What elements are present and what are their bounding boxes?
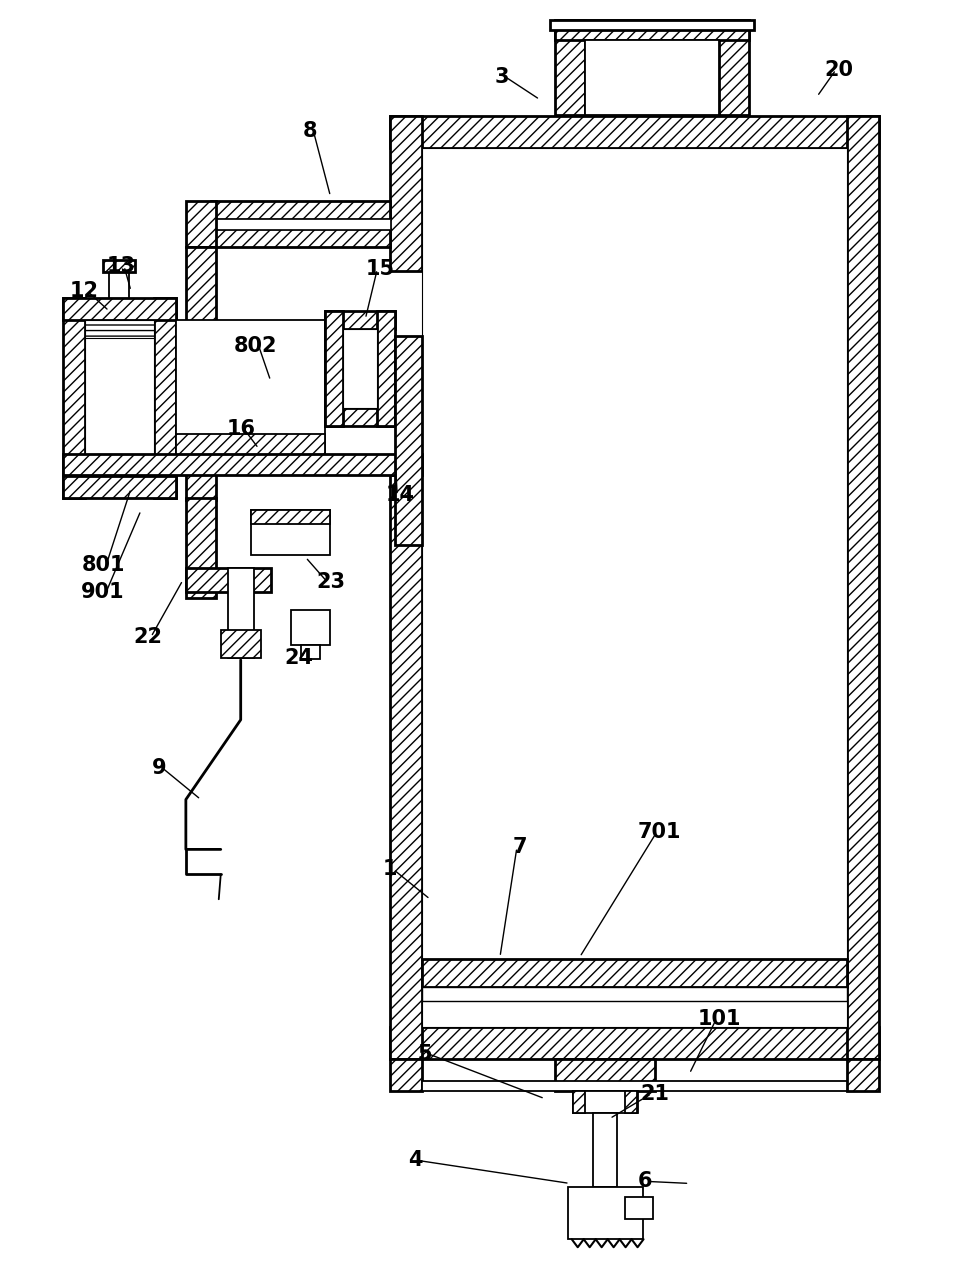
Bar xyxy=(104,260,135,272)
Text: 13: 13 xyxy=(106,256,136,276)
Bar xyxy=(573,1091,585,1113)
Text: 5: 5 xyxy=(418,1044,433,1064)
Text: 20: 20 xyxy=(825,60,854,80)
Bar xyxy=(211,229,390,247)
Bar xyxy=(719,20,749,115)
Bar xyxy=(592,1113,617,1188)
Text: 16: 16 xyxy=(227,419,256,439)
Bar xyxy=(395,336,422,545)
Text: 9: 9 xyxy=(152,757,166,778)
Bar xyxy=(624,1091,637,1113)
Bar xyxy=(186,201,216,247)
Bar xyxy=(378,311,395,425)
Text: 7: 7 xyxy=(513,838,528,858)
Bar xyxy=(290,610,330,645)
Bar xyxy=(390,117,879,149)
Bar xyxy=(344,328,378,407)
Bar xyxy=(300,645,320,659)
Bar xyxy=(186,568,271,592)
Bar xyxy=(390,117,422,271)
Bar xyxy=(63,298,176,320)
Text: 901: 901 xyxy=(81,582,125,602)
Bar xyxy=(555,20,749,39)
Text: 802: 802 xyxy=(234,336,278,356)
Bar xyxy=(63,298,85,499)
Text: 3: 3 xyxy=(495,66,509,87)
Bar xyxy=(85,320,154,476)
Bar xyxy=(550,20,754,29)
Bar xyxy=(109,270,129,298)
Bar xyxy=(63,476,176,499)
Text: 24: 24 xyxy=(284,648,313,668)
Bar xyxy=(251,510,330,524)
Bar xyxy=(422,987,847,1001)
Text: 8: 8 xyxy=(303,121,318,141)
Bar xyxy=(221,630,260,658)
Bar xyxy=(390,475,422,1059)
Text: 701: 701 xyxy=(638,822,681,843)
Text: 12: 12 xyxy=(70,281,99,300)
Bar xyxy=(211,219,390,229)
Bar xyxy=(85,320,154,337)
Bar xyxy=(325,311,395,328)
Bar xyxy=(847,1059,879,1091)
Bar xyxy=(573,1091,638,1113)
Bar xyxy=(624,1198,652,1220)
Text: 23: 23 xyxy=(316,572,345,592)
Bar xyxy=(176,320,325,453)
Bar xyxy=(325,311,344,425)
Bar xyxy=(422,1081,847,1091)
Bar xyxy=(227,568,254,658)
Text: 101: 101 xyxy=(698,1009,741,1029)
Bar xyxy=(555,20,585,115)
Bar xyxy=(176,434,325,453)
Bar xyxy=(422,959,847,987)
Text: 22: 22 xyxy=(134,628,163,647)
Bar xyxy=(585,39,719,115)
Text: 14: 14 xyxy=(385,485,414,505)
Bar xyxy=(555,1059,654,1091)
Text: 21: 21 xyxy=(640,1083,669,1104)
Bar xyxy=(847,117,879,1059)
Bar xyxy=(154,298,176,499)
Bar xyxy=(568,1188,643,1239)
Bar xyxy=(325,407,395,425)
Bar xyxy=(186,499,216,598)
Bar xyxy=(63,453,422,475)
Bar xyxy=(422,149,847,1027)
Text: 15: 15 xyxy=(366,260,395,279)
Bar xyxy=(390,1027,879,1059)
Text: 4: 4 xyxy=(408,1151,422,1170)
Text: 1: 1 xyxy=(383,859,398,880)
Bar xyxy=(251,510,330,555)
Bar xyxy=(390,1059,422,1091)
Bar xyxy=(186,247,216,500)
Text: 6: 6 xyxy=(637,1171,651,1192)
Text: 801: 801 xyxy=(81,555,125,575)
Bar xyxy=(211,201,390,219)
